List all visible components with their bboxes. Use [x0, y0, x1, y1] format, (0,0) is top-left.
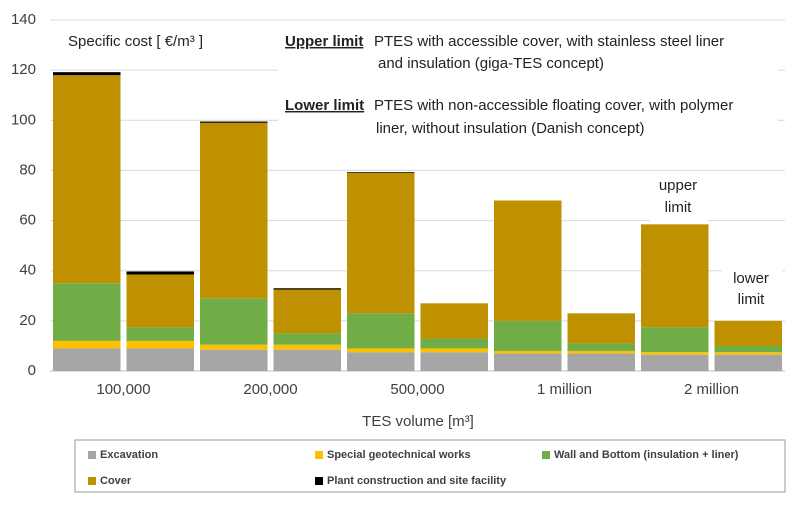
bars — [53, 72, 782, 371]
legend-label: Wall and Bottom (insulation + liner) — [554, 449, 739, 461]
bar-segment — [53, 348, 121, 371]
bar-segment — [714, 345, 782, 353]
bar-segment — [420, 352, 488, 371]
bar-segment — [126, 274, 194, 328]
bar-segment — [494, 200, 562, 321]
bar-segment — [53, 340, 121, 349]
bar-segment — [273, 333, 341, 345]
bar-segment — [494, 350, 562, 354]
upper-title: Upper limit — [285, 33, 363, 50]
bar-segment — [53, 75, 121, 284]
lower-title: Lower limit — [285, 97, 364, 114]
y-tick-label: 80 — [19, 161, 36, 178]
bar-segment — [200, 344, 268, 350]
bar-segment — [273, 349, 341, 371]
bar-segment — [126, 340, 194, 349]
bar-segment — [567, 313, 635, 344]
y-tick-label: 140 — [11, 11, 36, 28]
y-tick-label: 60 — [19, 212, 36, 229]
bar-segment — [641, 354, 709, 371]
bar-segment — [200, 349, 268, 371]
bar-segment — [714, 320, 782, 346]
legend-label: Cover — [100, 475, 132, 487]
legend-swatch — [315, 451, 323, 459]
bar-segment — [567, 353, 635, 371]
legend-label: Special geotechnical works — [327, 449, 471, 461]
bar-segment — [347, 352, 415, 371]
upper-text: and insulation (giga-TES concept) — [378, 55, 604, 72]
legend-swatch — [88, 477, 96, 485]
bar-segment — [714, 354, 782, 371]
x-tick-label: 500,000 — [390, 381, 444, 398]
bar-segment — [567, 350, 635, 354]
x-tick-label: 2 million — [684, 381, 739, 398]
bar-segment — [126, 271, 194, 275]
bar-segment — [494, 320, 562, 351]
upper-text: PTES with accessible cover, with stainle… — [374, 33, 724, 50]
lower-text: liner, without insulation (Danish concep… — [376, 120, 644, 137]
bar-segment — [494, 353, 562, 371]
legend-label: Excavation — [100, 449, 158, 461]
y-tick-label: 0 — [28, 362, 36, 379]
bar-segment — [200, 122, 268, 299]
x-tick-label: 200,000 — [243, 381, 297, 398]
bar-label: limit — [665, 199, 692, 216]
bar-segment — [714, 352, 782, 355]
cost-label: Specific cost [ €/m³ ] — [68, 33, 203, 50]
y-tick-label: 40 — [19, 262, 36, 279]
bar-segment — [420, 348, 488, 353]
y-tick-label: 120 — [11, 61, 36, 78]
bar-segment — [53, 72, 121, 76]
bar-segment — [641, 224, 709, 328]
bar-segment — [126, 327, 194, 341]
bar-label: upper — [659, 177, 697, 194]
y-tick-label: 100 — [11, 111, 36, 128]
bar-segment — [347, 313, 415, 349]
label-bg — [60, 28, 225, 56]
bar-segment — [126, 348, 194, 371]
bar-segment — [347, 172, 415, 314]
bar-segment — [641, 352, 709, 355]
x-tick-label: 1 million — [537, 381, 592, 398]
label-bg — [722, 265, 782, 315]
bar-segment — [273, 344, 341, 350]
x-tick-label: 100,000 — [96, 381, 150, 398]
bar-segment — [200, 121, 268, 123]
bar-segment — [53, 283, 121, 341]
bar-segment — [420, 303, 488, 339]
bar-segment — [347, 172, 415, 173]
bar-segment — [420, 338, 488, 349]
bar-label: lower — [733, 270, 769, 287]
bar-segment — [567, 343, 635, 351]
legend-swatch — [542, 451, 550, 459]
bar-segment — [200, 298, 268, 345]
y-tick-label: 20 — [19, 312, 36, 329]
legend-swatch — [315, 477, 323, 485]
bar-segment — [641, 327, 709, 353]
legend — [74, 439, 786, 493]
bar-segment — [273, 289, 341, 334]
annotation-bg — [278, 26, 778, 146]
bar-label: limit — [738, 291, 765, 308]
bar-segment — [273, 288, 341, 290]
lower-text: PTES with non-accessible floating cover,… — [374, 97, 733, 114]
legend-swatch — [88, 451, 96, 459]
x-axis-label: TES volume [m³] — [362, 413, 474, 430]
bar-segment — [347, 348, 415, 353]
label-bg — [650, 172, 708, 222]
legend-label: Plant construction and site facility — [327, 475, 507, 487]
